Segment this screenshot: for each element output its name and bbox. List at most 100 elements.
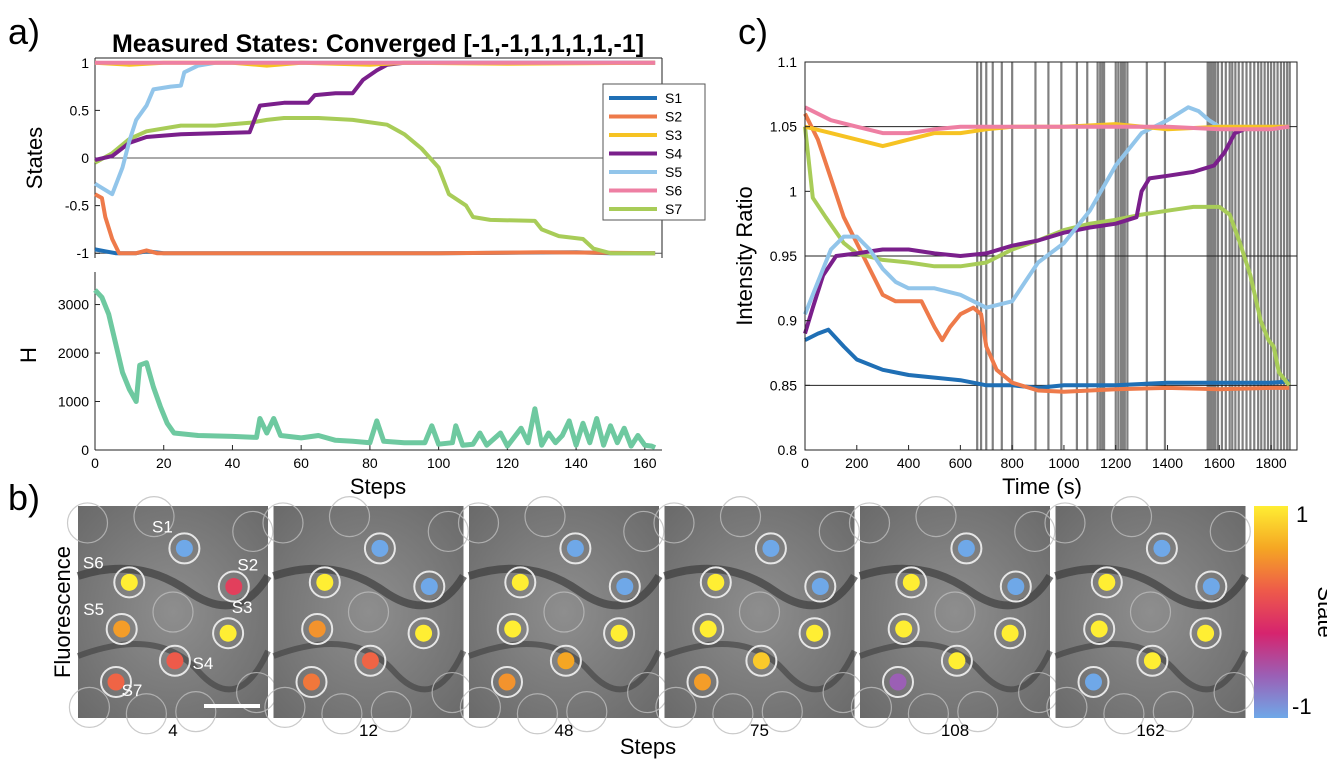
y-tick-label: 0 bbox=[81, 150, 89, 166]
empty-well bbox=[1152, 691, 1194, 733]
site-marker-s1 bbox=[1153, 539, 1171, 557]
legend: S1 S2 S3 S4 S5 S6 S7 bbox=[602, 83, 706, 221]
frame-step-label: 4 bbox=[168, 721, 177, 740]
empty-well bbox=[152, 591, 194, 633]
series-line-s5 bbox=[93, 60, 656, 197]
y-tick-label: -1 bbox=[77, 245, 90, 261]
channel bbox=[858, 641, 1053, 693]
legend-label-s6: S6 bbox=[665, 183, 682, 199]
frame-step-label: 75 bbox=[750, 721, 769, 740]
site-label-s4: S4 bbox=[193, 654, 214, 673]
site-marker-s1 bbox=[957, 539, 975, 557]
legend-label-s1: S1 bbox=[665, 90, 682, 106]
intensity-line bbox=[803, 105, 1290, 315]
site-marker-s2 bbox=[225, 578, 243, 596]
site-well bbox=[549, 644, 582, 677]
site-well bbox=[105, 612, 138, 645]
site-marker-s6 bbox=[120, 573, 138, 591]
intensity-line bbox=[803, 126, 1291, 387]
site-well bbox=[999, 570, 1032, 603]
site-label-s5: S5 bbox=[83, 600, 104, 619]
empty-well bbox=[653, 502, 695, 544]
site-marker-s5 bbox=[504, 620, 522, 638]
site-well bbox=[950, 532, 983, 565]
site-label-s3: S3 bbox=[232, 598, 253, 617]
x-tick-label: 80 bbox=[362, 455, 378, 471]
channel bbox=[467, 641, 662, 693]
colorbar-min-label: -1 bbox=[1292, 694, 1312, 719]
empty-well bbox=[719, 495, 762, 538]
site-well bbox=[217, 570, 250, 603]
site-well bbox=[686, 665, 719, 698]
empty-well bbox=[1110, 495, 1153, 538]
legend-label-s2: S2 bbox=[665, 109, 682, 125]
empty-well bbox=[427, 510, 469, 553]
empty-well bbox=[1014, 510, 1056, 553]
site-marker-s7 bbox=[1085, 673, 1102, 691]
energy-line bbox=[93, 288, 657, 450]
chart-c-xlabel: Time (s) bbox=[1002, 474, 1082, 499]
site-marker-s7 bbox=[303, 673, 320, 691]
site-well bbox=[295, 665, 328, 698]
site-marker-s2 bbox=[1202, 578, 1220, 596]
y-tick-label: 1000 bbox=[58, 394, 89, 410]
site-label-s1: S1 bbox=[152, 517, 173, 536]
empty-well bbox=[175, 691, 217, 733]
empty-well bbox=[457, 502, 500, 544]
empty-well bbox=[264, 686, 306, 729]
fluorescence-panel: Fluorescence 4 S1 S2 S3 S4 S5 S6 S7 12 48 75 108 162… bbox=[50, 495, 1327, 759]
site-well bbox=[413, 570, 446, 603]
site-marker-s7 bbox=[498, 673, 516, 691]
site-well bbox=[994, 617, 1027, 650]
site-well bbox=[100, 665, 132, 698]
site-well bbox=[887, 612, 920, 645]
site-marker-s5 bbox=[699, 620, 717, 638]
channel bbox=[1054, 564, 1249, 610]
site-well bbox=[745, 644, 778, 677]
site-well bbox=[1077, 665, 1110, 698]
site-marker-s3 bbox=[610, 624, 628, 642]
site-well bbox=[407, 617, 440, 650]
site-well bbox=[804, 570, 837, 603]
empty-well bbox=[623, 510, 665, 553]
chart-a-xlabel: Steps bbox=[350, 474, 406, 499]
site-well bbox=[301, 612, 334, 645]
site-marker-s1 bbox=[566, 539, 584, 557]
y-tick-label: 1 bbox=[789, 183, 797, 199]
site-marker-s5 bbox=[1090, 620, 1108, 638]
empty-well bbox=[66, 502, 109, 544]
site-marker-s2 bbox=[811, 578, 829, 596]
channel bbox=[272, 641, 467, 693]
site-well bbox=[1189, 617, 1222, 650]
frame-step-label: 12 bbox=[359, 721, 378, 740]
site-well bbox=[603, 617, 636, 650]
empty-well bbox=[347, 591, 390, 633]
chart-a-ylabel: States bbox=[22, 127, 47, 189]
series-line-s4 bbox=[94, 60, 656, 162]
site-well bbox=[354, 644, 387, 677]
site-marker-s6 bbox=[316, 573, 334, 591]
empty-well bbox=[524, 495, 566, 538]
site-marker-s6 bbox=[511, 573, 529, 591]
y-tick-label: 3000 bbox=[58, 297, 89, 313]
empty-well bbox=[133, 495, 175, 538]
empty-well bbox=[655, 686, 697, 729]
channel bbox=[1054, 641, 1249, 693]
site-marker-s3 bbox=[806, 624, 824, 642]
fluorescence-xlabel: Steps bbox=[620, 734, 676, 759]
x-tick-label: 1000 bbox=[1048, 455, 1079, 471]
legend-label-s4: S4 bbox=[665, 146, 682, 162]
empty-well bbox=[68, 686, 111, 729]
chart-intensity: 0.8 0.85 0.9 0.95 1 1.05 1.1 0 200 400 600 800 1000 1… bbox=[732, 54, 1298, 499]
x-tick-label: 20 bbox=[156, 455, 172, 471]
site-label-s2: S2 bbox=[237, 556, 258, 575]
site-marker-s6 bbox=[707, 573, 725, 591]
site-marker-s7 bbox=[889, 673, 907, 691]
site-marker-s5 bbox=[895, 620, 913, 638]
x-tick-label: 60 bbox=[293, 455, 309, 471]
empty-well bbox=[1103, 693, 1145, 735]
channel bbox=[663, 564, 858, 610]
x-tick-label: 120 bbox=[496, 455, 520, 471]
x-tick-label: 0 bbox=[801, 455, 809, 471]
empty-well bbox=[328, 495, 371, 538]
